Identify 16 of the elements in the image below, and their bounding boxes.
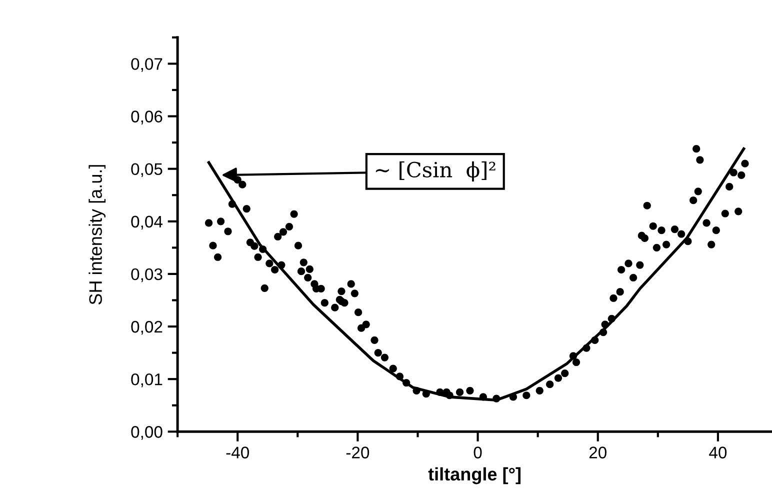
y-tick-label: 0,01 bbox=[131, 373, 162, 388]
x-tick-label: 20 bbox=[589, 446, 606, 458]
y-tick-label: 0,00 bbox=[131, 426, 162, 440]
x-tick-label: 40 bbox=[709, 446, 727, 458]
x-tick-label: 0 bbox=[474, 446, 482, 458]
y-tick-label: 0,07 bbox=[131, 58, 162, 72]
x-tick-label: -40 bbox=[226, 446, 249, 458]
y-tick-label: 0,02 bbox=[131, 320, 162, 335]
y-axis-title: SH intensity [a.u.] bbox=[88, 165, 106, 304]
y-tick-label: 0,04 bbox=[131, 216, 162, 230]
x-tick-label: -20 bbox=[346, 446, 370, 458]
y-tick-label: 0,05 bbox=[131, 163, 162, 177]
y-tick-label: 0,06 bbox=[131, 110, 162, 124]
y-tick-label: 0,03 bbox=[131, 268, 162, 282]
annotation: ~ [Csin ϕ]² bbox=[376, 161, 496, 182]
x-axis-title: tiltangle [°] bbox=[428, 467, 521, 484]
